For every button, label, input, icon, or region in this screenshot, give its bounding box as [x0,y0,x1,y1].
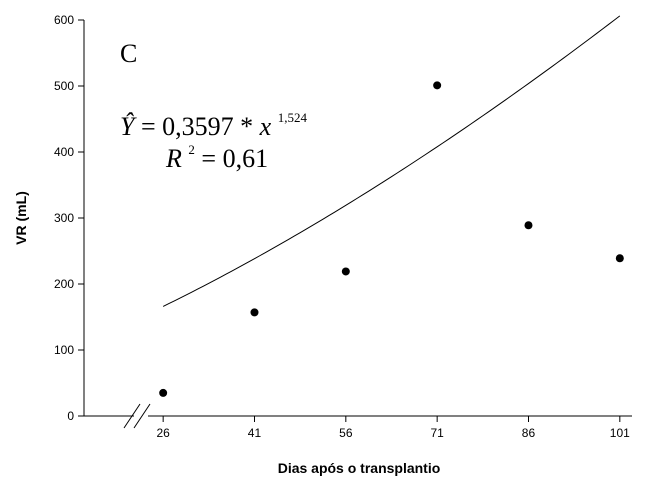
panel-label: C [120,39,137,68]
r2-exp: 2 [188,142,195,157]
x-tick-label: 101 [610,426,630,440]
eq-lhs: Ŷ [120,112,137,141]
svg-text:Ŷ = 0,3597: Ŷ = 0,3597 * x 1,524 [120,110,307,141]
x-tick-label: 26 [156,426,170,440]
data-point [341,267,350,276]
axis-break-mark [123,403,141,429]
r2-label: R [165,144,182,173]
data-point [250,308,259,317]
y-tick-label: 300 [54,211,74,225]
y-tick-label: 100 [54,343,74,357]
data-point [433,81,442,90]
data-point [524,221,533,230]
x-tick-label: 71 [430,426,444,440]
fit-curve [162,15,621,307]
eq-exponent: 1,524 [278,110,308,125]
y-tick-label: 400 [54,145,74,159]
axis-break-mark [133,403,151,429]
y-axis-title: VR (mL) [13,191,29,245]
axes [83,20,632,429]
data-point [159,388,168,397]
r2-value: 0,61 [223,144,269,173]
x-tick-label: 41 [248,426,262,440]
eq-var: x [259,112,272,141]
ticks: 0 100 200 300 400 500 600 26 41 56 71 86 101 [54,13,630,440]
fit-curve-group [162,15,621,307]
data-points [159,81,624,397]
x-tick-label: 86 [522,426,536,440]
y-tick-label: 200 [54,277,74,291]
x-tick-label: 56 [339,426,353,440]
svg-text:R 2 = 0,61: R 2 = 0,61 [165,131,268,173]
y-tick-label: 600 [54,13,74,27]
y-tick-label: 500 [54,79,74,93]
y-tick-label: 0 [67,409,74,423]
x-axis-title: Dias após o transplantio [278,460,441,476]
regression-equation: Ŷ = 0,3597 * x 1,524 R 2 = 0,61 [120,110,307,173]
data-point [615,254,624,263]
eq-coef: 0,3597 [162,112,234,141]
